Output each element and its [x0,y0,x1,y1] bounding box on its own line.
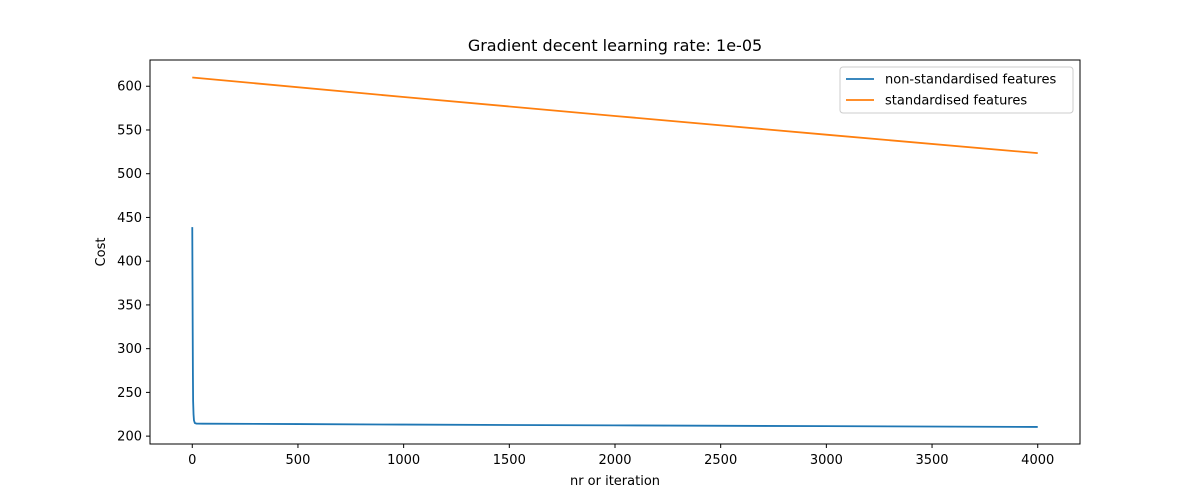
y-tick-label: 200 [117,430,142,445]
y-axis-label: Cost [94,238,109,267]
x-axis: 0 500 1000 1500 2000 2500 3000 3500 4000 [188,444,1054,468]
x-tick-label: 2500 [704,453,737,468]
y-tick-label: 300 [117,342,142,357]
x-tick-label: 3000 [810,453,843,468]
y-tick-label: 250 [117,386,142,401]
x-tick-label: 1500 [493,453,526,468]
x-tick-label: 3500 [915,453,948,468]
x-tick-label: 0 [188,453,196,468]
series-line-2 [192,76,1038,155]
x-tick-label: 500 [286,453,311,468]
legend-label-2: standardised features [885,94,1027,109]
x-tick-label: 2000 [598,453,631,468]
y-tick-label: 550 [117,123,142,138]
y-tick-label: 600 [117,80,142,95]
series-line-1 [191,227,1038,428]
y-tick-label: 500 [117,167,142,182]
y-tick-label: 450 [117,211,142,226]
plot-area [191,76,1038,428]
legend-box [839,66,1074,114]
x-tick-label: 4000 [1021,453,1054,468]
y-tick-label: 350 [117,298,142,313]
y-axis: 200 250 300 350 400 450 500 550 600 [117,80,150,445]
x-axis-label: nr or iteration [570,474,660,489]
y-tick-label: 400 [117,255,142,270]
legend-label-1: non-standardised features [885,73,1056,88]
x-tick-label: 1000 [387,453,420,468]
legend: non-standardised features standardised fe… [839,66,1074,114]
chart-title: Gradient decent learning rate: 1e-05 [468,36,762,55]
